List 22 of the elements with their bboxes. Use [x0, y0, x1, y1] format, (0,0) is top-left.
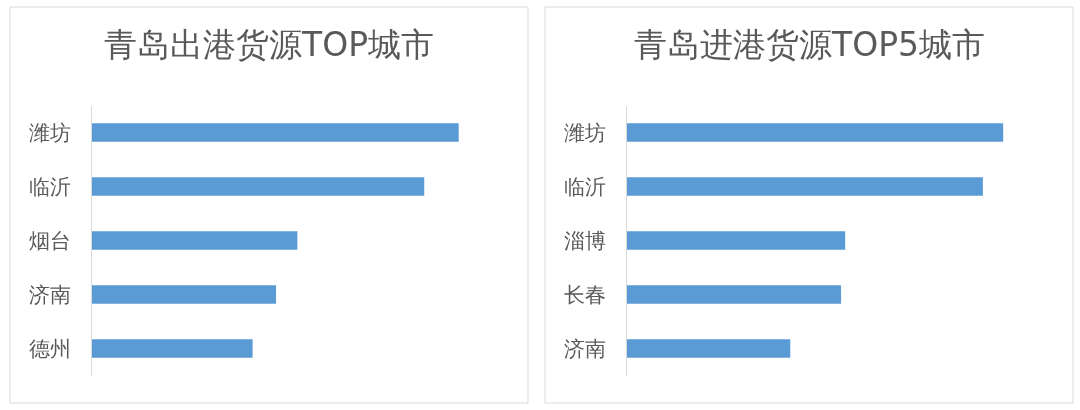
bar: [92, 177, 425, 196]
y-tick-label: 淄博: [563, 228, 606, 253]
y-tick-label: 潍坊: [28, 120, 71, 145]
bar: [627, 285, 842, 304]
y-tick-label: 临沂: [28, 174, 71, 199]
bar: [627, 231, 846, 250]
y-tick-label: 德州: [28, 336, 71, 361]
y-tick-label: 潍坊: [563, 120, 606, 145]
y-tick-label: 烟台: [28, 228, 71, 253]
y-tick-label: 临沂: [563, 174, 606, 199]
bar: [627, 177, 983, 196]
bar: [627, 339, 791, 358]
chart-title: 青岛出港货源TOP城市: [104, 25, 435, 64]
bar: [92, 231, 298, 250]
y-tick-label: 长春: [563, 282, 606, 307]
y-tick-label: 济南: [28, 282, 71, 307]
bar: [627, 123, 1004, 142]
bar: [92, 339, 253, 358]
y-tick-label: 济南: [563, 336, 606, 361]
chart-title: 青岛进港货源TOP5城市: [634, 25, 986, 64]
bar: [92, 123, 459, 142]
bar: [92, 285, 277, 304]
